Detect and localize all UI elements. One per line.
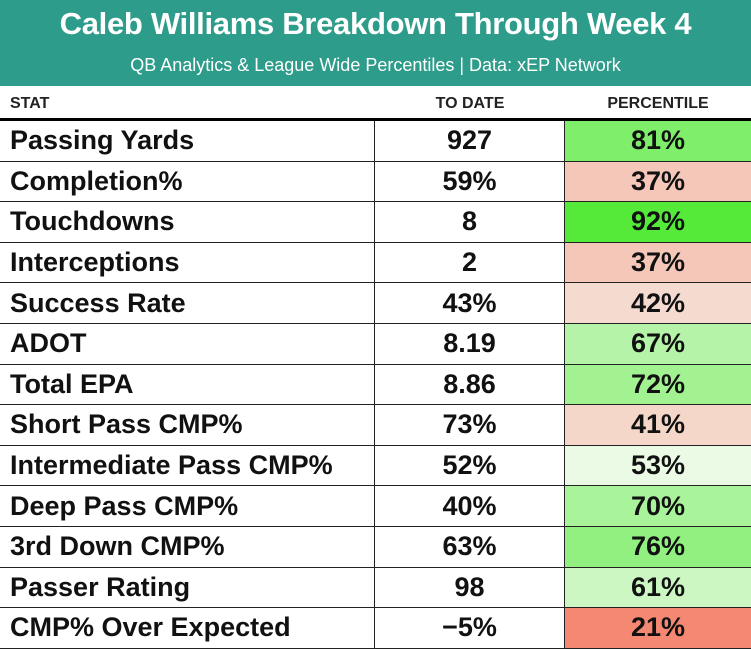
chart-subtitle: QB Analytics & League Wide Percentiles |… [130, 55, 621, 75]
stat-label: 3rd Down CMP% [0, 527, 375, 567]
stat-label: ADOT [0, 324, 375, 364]
to-date-value: 98 [375, 567, 565, 608]
table-row: Interceptions 2 37% [0, 242, 751, 284]
percentile-cell: 70% [565, 486, 751, 526]
column-header-stat: STAT [10, 95, 50, 112]
table-row: Passing Yards 927 81% [0, 121, 751, 162]
table-row: Short Pass CMP% 73% 41% [0, 405, 751, 446]
stat-label: Total EPA [0, 364, 375, 405]
to-date-value: 8.19 [375, 324, 565, 364]
percentile-cell: 92% [565, 202, 751, 242]
percentile-cell: 37% [565, 242, 751, 283]
percentile-cell: 81% [565, 121, 751, 161]
chart-title: Caleb Williams Breakdown Through Week 4 [59, 6, 692, 41]
to-date-value: −5% [375, 608, 565, 648]
table-row: Touchdowns 8 92% [0, 202, 751, 243]
percentile-cell: 72% [565, 364, 751, 405]
percentile-cell: 42% [565, 283, 751, 323]
table-row: 3rd Down CMP% 63% 76% [0, 527, 751, 568]
stat-label: Success Rate [0, 283, 375, 323]
header-banner: Caleb Williams Breakdown Through Week 4 … [0, 0, 751, 86]
stat-label: Deep Pass CMP% [0, 486, 375, 526]
stat-label: Interceptions [0, 242, 375, 283]
to-date-value: 63% [375, 527, 565, 567]
percentile-cell: 76% [565, 527, 751, 567]
to-date-value: 8 [375, 202, 565, 242]
percentile-cell: 67% [565, 324, 751, 364]
to-date-value: 40% [375, 486, 565, 526]
to-date-value: 59% [375, 161, 565, 202]
table-row: Total EPA 8.86 72% [0, 364, 751, 406]
percentile-cell: 53% [565, 445, 751, 486]
table-row: Completion% 59% 37% [0, 161, 751, 203]
percentile-cell: 61% [565, 567, 751, 608]
to-date-value: 52% [375, 445, 565, 486]
table-row: Passer Rating 98 61% [0, 567, 751, 609]
table-row: Intermediate Pass CMP% 52% 53% [0, 445, 751, 487]
stat-label: Short Pass CMP% [0, 405, 375, 445]
stat-label: Passer Rating [0, 567, 375, 608]
to-date-value: 2 [375, 242, 565, 283]
stat-label: Completion% [0, 161, 375, 202]
column-header-to-date: TO DATE [435, 95, 505, 112]
stat-label: CMP% Over Expected [0, 608, 375, 648]
to-date-value: 8.86 [375, 364, 565, 405]
percentile-cell: 41% [565, 405, 751, 445]
percentile-cell: 37% [565, 161, 751, 202]
column-header-row: STAT TO DATE PERCENTILE [0, 86, 751, 121]
table-row: Success Rate 43% 42% [0, 283, 751, 324]
table-row: Deep Pass CMP% 40% 70% [0, 486, 751, 527]
table-row: ADOT 8.19 67% [0, 324, 751, 365]
to-date-value: 43% [375, 283, 565, 323]
column-header-percentile: PERCENTILE [607, 95, 709, 112]
percentile-cell: 21% [565, 608, 751, 648]
to-date-value: 73% [375, 405, 565, 445]
stat-label: Passing Yards [0, 121, 375, 161]
to-date-value: 927 [375, 121, 565, 161]
stat-label: Touchdowns [0, 202, 375, 242]
table-row: CMP% Over Expected −5% 21% [0, 608, 751, 649]
stat-label: Intermediate Pass CMP% [0, 445, 375, 486]
